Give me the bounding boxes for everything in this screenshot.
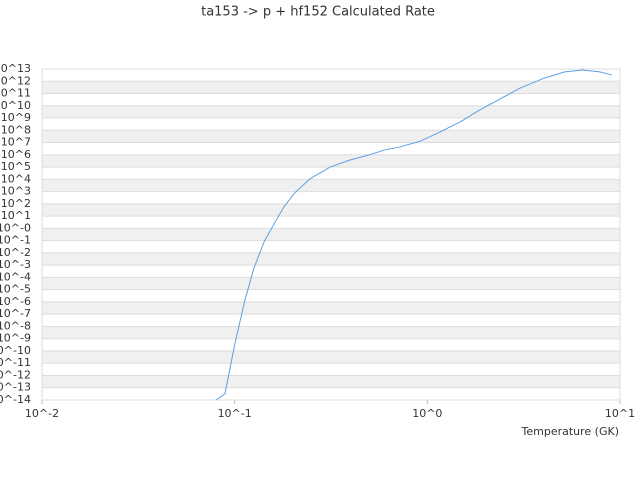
y-tick-label: 10^-12 xyxy=(0,368,31,381)
y-tick-label: 10^-11 xyxy=(0,356,31,369)
grid-band xyxy=(42,105,620,119)
grid-band xyxy=(42,277,620,290)
grid-band xyxy=(42,203,620,217)
grid xyxy=(42,68,620,401)
y-tick-label: 10^-8 xyxy=(0,319,31,332)
plot-frame xyxy=(41,68,621,401)
x-axis-label: Temperature (GK) xyxy=(521,425,620,438)
y-tick-label: 10^9 xyxy=(1,111,31,124)
y-tick-label: 10^11 xyxy=(0,87,31,100)
y-tick-label: 10^10 xyxy=(0,99,31,112)
grid-band xyxy=(42,228,620,241)
y-tick-label: 10^3 xyxy=(1,185,31,198)
grid-band xyxy=(42,252,620,266)
x-tick-label: 10^-1 xyxy=(218,407,252,420)
grid-band xyxy=(42,326,620,339)
grid-band xyxy=(42,350,620,364)
y-tick-label: 10^5 xyxy=(1,160,31,173)
grid-band xyxy=(42,301,620,315)
y-tick-label: 10^-5 xyxy=(0,283,31,296)
y-tick-label: 10^-2 xyxy=(0,246,31,259)
y-tick-label: 10^-9 xyxy=(0,332,31,345)
y-tick-label: 10^1 xyxy=(1,209,31,222)
x-tick-label: 10^-2 xyxy=(25,407,59,420)
y-tick-label: 10^13 xyxy=(0,62,31,75)
grid-band xyxy=(42,154,620,168)
y-tick-label: 10^-0 xyxy=(0,221,31,234)
y-tick-label: 10^12 xyxy=(0,74,31,87)
y-tick-label: 10^-1 xyxy=(0,234,31,247)
y-tick-label: 10^-13 xyxy=(0,381,31,394)
y-tick-label: 10^-4 xyxy=(0,270,31,283)
y-tick-label: 10^-14 xyxy=(0,393,31,406)
grid-band xyxy=(42,179,620,192)
y-tick-label: 10^8 xyxy=(1,123,31,136)
y-tick-label: 10^-10 xyxy=(0,344,31,357)
y-tick-label: 10^-6 xyxy=(0,295,31,308)
y-tick-label: 10^-7 xyxy=(0,307,31,320)
data-line xyxy=(215,69,613,401)
y-tick-label: 10^4 xyxy=(1,172,31,185)
x-tick-label: 10^0 xyxy=(412,407,442,420)
y-tick-label: 10^6 xyxy=(1,148,31,161)
grid-band xyxy=(42,81,620,94)
y-tick-label: 10^-3 xyxy=(0,258,31,271)
grid-band xyxy=(42,375,620,388)
chart-title: ta153 -> p + hf152 Calculated Rate xyxy=(201,5,435,20)
x-tick-label: 10^1 xyxy=(605,407,635,420)
y-tick-label: 10^2 xyxy=(1,197,31,210)
y-tick-label: 10^7 xyxy=(1,136,31,149)
grid-band xyxy=(42,130,620,143)
